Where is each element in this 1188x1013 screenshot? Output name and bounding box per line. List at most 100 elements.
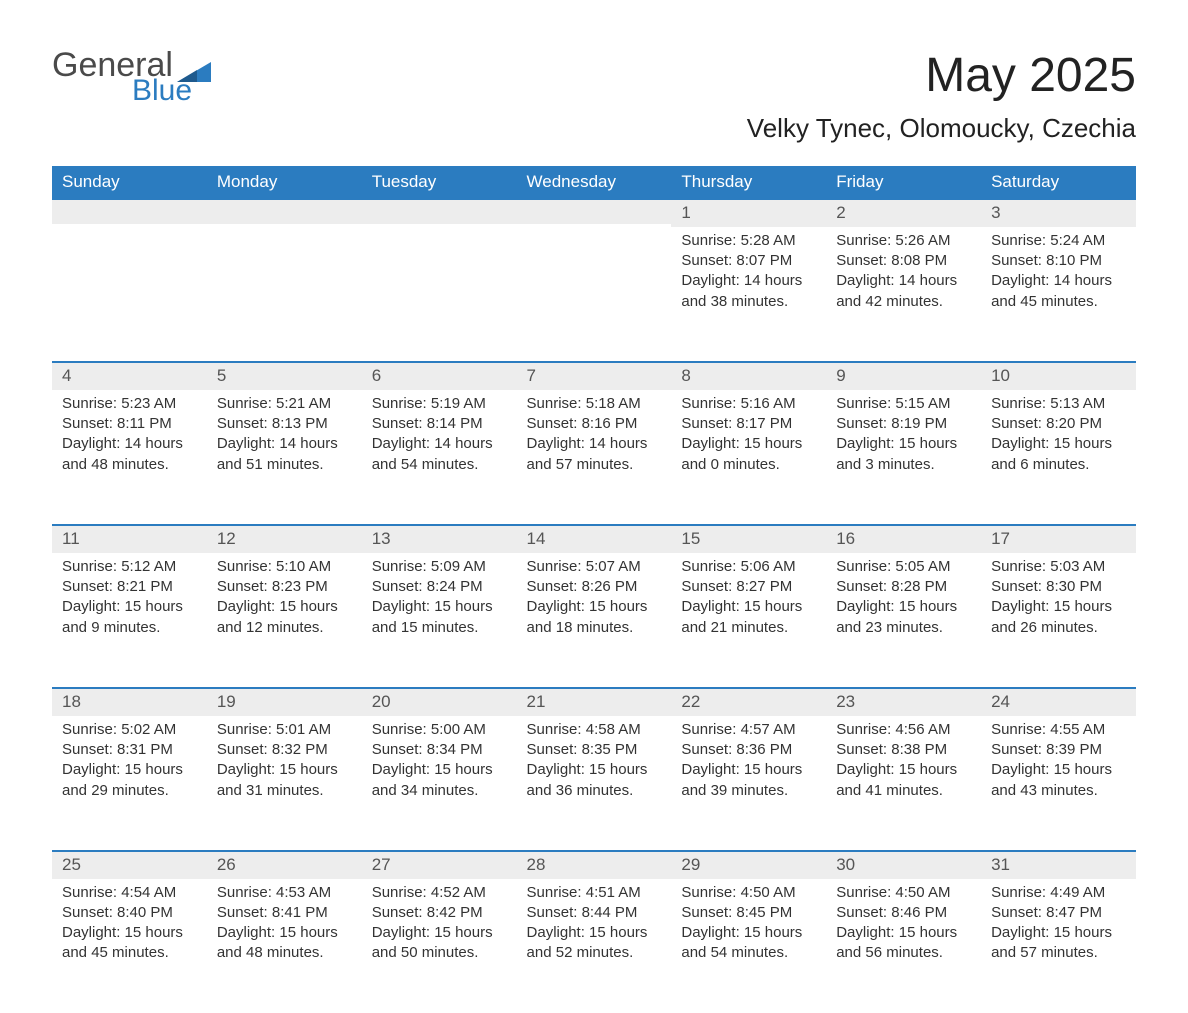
- sunrise-text: Sunrise: 5:02 AM: [62, 720, 197, 740]
- sunrise-text: Sunrise: 5:26 AM: [836, 231, 971, 251]
- day-cell: Sunrise: 5:18 AMSunset: 8:16 PMDaylight:…: [517, 390, 672, 489]
- sunrise-text: Sunrise: 5:21 AM: [217, 394, 352, 414]
- day-cell: Sunrise: 5:23 AMSunset: 8:11 PMDaylight:…: [52, 390, 207, 489]
- day-number: 25: [52, 850, 207, 879]
- daylight-text: Daylight: 15 hours and 34 minutes.: [372, 760, 507, 801]
- day-number: 16: [826, 524, 981, 553]
- day-number: 19: [207, 687, 362, 716]
- sunset-text: Sunset: 8:24 PM: [372, 577, 507, 597]
- day-cell: Sunrise: 5:01 AMSunset: 8:32 PMDaylight:…: [207, 716, 362, 815]
- daylight-text: Daylight: 15 hours and 21 minutes.: [681, 597, 816, 638]
- page-title: May 2025: [747, 48, 1136, 103]
- day-cell: Sunrise: 4:52 AMSunset: 8:42 PMDaylight:…: [362, 879, 517, 978]
- daylight-text: Daylight: 15 hours and 48 minutes.: [217, 923, 352, 964]
- daylight-text: Daylight: 15 hours and 52 minutes.: [527, 923, 662, 964]
- sunset-text: Sunset: 8:17 PM: [681, 414, 816, 434]
- day-number: 24: [981, 687, 1136, 716]
- daylight-text: Daylight: 14 hours and 57 minutes.: [527, 434, 662, 475]
- day-cell: Sunrise: 5:24 AMSunset: 8:10 PMDaylight:…: [981, 227, 1136, 326]
- day-cell: Sunrise: 4:55 AMSunset: 8:39 PMDaylight:…: [981, 716, 1136, 815]
- empty-day-cell: [207, 227, 362, 245]
- daylight-text: Daylight: 15 hours and 6 minutes.: [991, 434, 1126, 475]
- daylight-text: Daylight: 15 hours and 57 minutes.: [991, 923, 1126, 964]
- day-cell: Sunrise: 4:58 AMSunset: 8:35 PMDaylight:…: [517, 716, 672, 815]
- daylight-text: Daylight: 15 hours and 43 minutes.: [991, 760, 1126, 801]
- day-cell: Sunrise: 5:28 AMSunset: 8:07 PMDaylight:…: [671, 227, 826, 326]
- sunrise-text: Sunrise: 5:06 AM: [681, 557, 816, 577]
- daylight-text: Daylight: 15 hours and 29 minutes.: [62, 760, 197, 801]
- sunset-text: Sunset: 8:39 PM: [991, 740, 1126, 760]
- weekday-header: Thursday: [671, 166, 826, 198]
- day-cell: Sunrise: 4:53 AMSunset: 8:41 PMDaylight:…: [207, 879, 362, 978]
- empty-day-cell: [52, 227, 207, 245]
- daylight-text: Daylight: 15 hours and 12 minutes.: [217, 597, 352, 638]
- day-number: 10: [981, 361, 1136, 390]
- daylight-text: Daylight: 15 hours and 15 minutes.: [372, 597, 507, 638]
- sunrise-text: Sunrise: 4:57 AM: [681, 720, 816, 740]
- calendar-table: SundayMondayTuesdayWednesdayThursdayFrid…: [52, 166, 1136, 1013]
- day-number: 28: [517, 850, 672, 879]
- day-number: 27: [362, 850, 517, 879]
- sunrise-text: Sunrise: 4:54 AM: [62, 883, 197, 903]
- daylight-text: Daylight: 14 hours and 38 minutes.: [681, 271, 816, 312]
- day-number: 4: [52, 361, 207, 390]
- sunrise-text: Sunrise: 5:13 AM: [991, 394, 1126, 414]
- sunset-text: Sunset: 8:21 PM: [62, 577, 197, 597]
- daylight-text: Daylight: 15 hours and 39 minutes.: [681, 760, 816, 801]
- day-cell: Sunrise: 5:15 AMSunset: 8:19 PMDaylight:…: [826, 390, 981, 489]
- sunset-text: Sunset: 8:30 PM: [991, 577, 1126, 597]
- day-number: 5: [207, 361, 362, 390]
- day-number: 30: [826, 850, 981, 879]
- day-number: 18: [52, 687, 207, 716]
- daylight-text: Daylight: 15 hours and 41 minutes.: [836, 760, 971, 801]
- daylight-text: Daylight: 15 hours and 50 minutes.: [372, 923, 507, 964]
- sunrise-text: Sunrise: 5:18 AM: [527, 394, 662, 414]
- day-number: 15: [671, 524, 826, 553]
- sunrise-text: Sunrise: 5:28 AM: [681, 231, 816, 251]
- daylight-text: Daylight: 15 hours and 56 minutes.: [836, 923, 971, 964]
- sunset-text: Sunset: 8:27 PM: [681, 577, 816, 597]
- sunset-text: Sunset: 8:46 PM: [836, 903, 971, 923]
- sunrise-text: Sunrise: 4:49 AM: [991, 883, 1126, 903]
- sunset-text: Sunset: 8:31 PM: [62, 740, 197, 760]
- day-cell: Sunrise: 5:00 AMSunset: 8:34 PMDaylight:…: [362, 716, 517, 815]
- sunrise-text: Sunrise: 4:56 AM: [836, 720, 971, 740]
- sunrise-text: Sunrise: 5:10 AM: [217, 557, 352, 577]
- day-number: 11: [52, 524, 207, 553]
- empty-day-header: [362, 198, 517, 224]
- daylight-text: Daylight: 15 hours and 9 minutes.: [62, 597, 197, 638]
- sunset-text: Sunset: 8:20 PM: [991, 414, 1126, 434]
- sunset-text: Sunset: 8:10 PM: [991, 251, 1126, 271]
- daylight-text: Daylight: 15 hours and 23 minutes.: [836, 597, 971, 638]
- weekday-header: Saturday: [981, 166, 1136, 198]
- sunset-text: Sunset: 8:07 PM: [681, 251, 816, 271]
- sunset-text: Sunset: 8:28 PM: [836, 577, 971, 597]
- day-number: 23: [826, 687, 981, 716]
- day-cell: Sunrise: 5:10 AMSunset: 8:23 PMDaylight:…: [207, 553, 362, 652]
- day-cell: Sunrise: 5:12 AMSunset: 8:21 PMDaylight:…: [52, 553, 207, 652]
- brand-part2: Blue: [132, 76, 211, 106]
- sunset-text: Sunset: 8:23 PM: [217, 577, 352, 597]
- day-cell: Sunrise: 5:21 AMSunset: 8:13 PMDaylight:…: [207, 390, 362, 489]
- day-cell: Sunrise: 5:03 AMSunset: 8:30 PMDaylight:…: [981, 553, 1136, 652]
- day-cell: Sunrise: 5:02 AMSunset: 8:31 PMDaylight:…: [52, 716, 207, 815]
- daylight-text: Daylight: 14 hours and 45 minutes.: [991, 271, 1126, 312]
- sunset-text: Sunset: 8:45 PM: [681, 903, 816, 923]
- calendar-header-row: SundayMondayTuesdayWednesdayThursdayFrid…: [52, 166, 1136, 198]
- day-cell: Sunrise: 5:26 AMSunset: 8:08 PMDaylight:…: [826, 227, 981, 326]
- weekday-header: Wednesday: [517, 166, 672, 198]
- day-number: 13: [362, 524, 517, 553]
- sunrise-text: Sunrise: 4:52 AM: [372, 883, 507, 903]
- daylight-text: Daylight: 15 hours and 18 minutes.: [527, 597, 662, 638]
- day-number: 17: [981, 524, 1136, 553]
- sunrise-text: Sunrise: 5:19 AM: [372, 394, 507, 414]
- day-number: 14: [517, 524, 672, 553]
- sunrise-text: Sunrise: 5:03 AM: [991, 557, 1126, 577]
- sunset-text: Sunset: 8:38 PM: [836, 740, 971, 760]
- day-number: 3: [981, 198, 1136, 227]
- sunset-text: Sunset: 8:32 PM: [217, 740, 352, 760]
- empty-day-cell: [517, 227, 672, 245]
- sunrise-text: Sunrise: 4:58 AM: [527, 720, 662, 740]
- day-cell: Sunrise: 5:06 AMSunset: 8:27 PMDaylight:…: [671, 553, 826, 652]
- empty-day-header: [207, 198, 362, 224]
